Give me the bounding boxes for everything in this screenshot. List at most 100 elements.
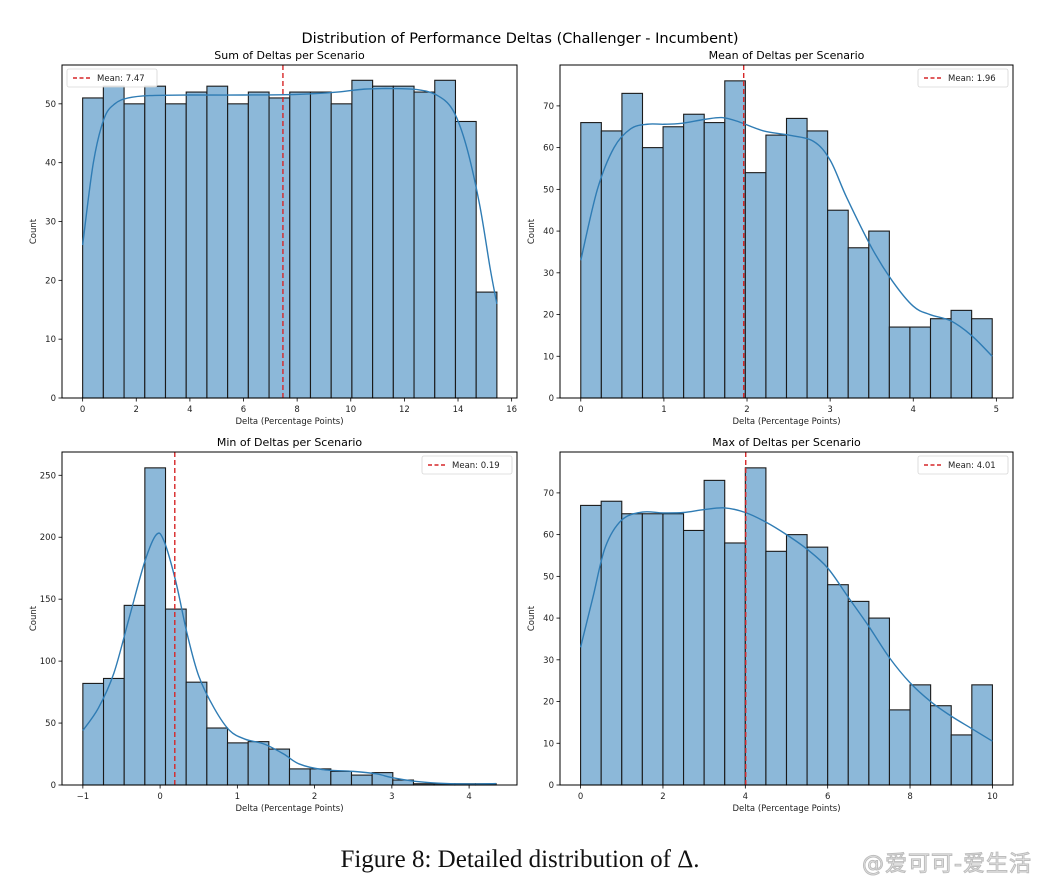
histogram-bar bbox=[247, 91, 270, 399]
y-tick-label: 20 bbox=[543, 698, 554, 708]
legend-box bbox=[917, 455, 1009, 475]
y-tick-label: 100 bbox=[40, 657, 56, 667]
x-tick-label: 4 bbox=[743, 792, 748, 802]
histogram-bar bbox=[641, 513, 664, 786]
histogram-bar bbox=[785, 534, 808, 786]
histogram-bar bbox=[744, 172, 767, 399]
x-axis-label: Delta (Percentage Points) bbox=[235, 417, 343, 427]
x-tick-label: 10 bbox=[987, 792, 998, 802]
kde-curve bbox=[82, 532, 497, 785]
histogram-bar bbox=[600, 130, 623, 399]
histogram-bar bbox=[309, 91, 332, 399]
subplot-title: Sum of Deltas per Scenario bbox=[214, 49, 365, 62]
x-tick-label: 14 bbox=[453, 405, 464, 415]
x-tick-label: 2 bbox=[744, 405, 749, 415]
histogram-bar bbox=[971, 318, 993, 399]
subplot-4: Max of Deltas per Scenario 0 2 4 6 8 10 0 10 20 30… bbox=[527, 436, 1014, 814]
y-tick-label: 50 bbox=[45, 719, 56, 729]
histogram-bar bbox=[724, 542, 746, 786]
y-tick-label: 40 bbox=[543, 614, 554, 624]
legend-box bbox=[66, 68, 158, 88]
histogram-bars bbox=[82, 467, 497, 786]
figure-suptitle: Distribution of Performance Deltas (Chal… bbox=[301, 31, 738, 47]
x-axis-label: Delta (Percentage Points) bbox=[235, 804, 343, 814]
histogram-bar bbox=[372, 85, 394, 399]
axes-frame bbox=[61, 64, 518, 399]
histogram-bars bbox=[580, 467, 993, 786]
legend-box bbox=[917, 68, 1009, 88]
histogram-bar bbox=[185, 681, 208, 786]
histogram-bar bbox=[888, 326, 911, 399]
y-tick-label: 150 bbox=[40, 595, 56, 605]
histogram-bars bbox=[82, 79, 498, 399]
histogram-bar bbox=[580, 504, 602, 786]
y-tick-label: 70 bbox=[543, 102, 554, 112]
kde-curve bbox=[579, 507, 993, 742]
subplot-title: Mean of Deltas per Scenario bbox=[709, 49, 865, 62]
watermark: @爱可可-爱生活 bbox=[862, 852, 1032, 878]
legend: Mean: 7.47 bbox=[66, 68, 158, 88]
kde-curve bbox=[81, 87, 498, 304]
x-tick-label: 1 bbox=[661, 405, 666, 415]
histogram-bar bbox=[703, 122, 726, 399]
histogram-bar bbox=[703, 479, 726, 786]
histogram-bar bbox=[247, 741, 270, 786]
x-tick-label: 6 bbox=[825, 792, 830, 802]
histogram-bar bbox=[351, 79, 374, 399]
x-tick-label: 1 bbox=[235, 792, 240, 802]
histogram-bar bbox=[102, 677, 125, 786]
y-tick-label: 50 bbox=[45, 100, 56, 110]
histogram-bar bbox=[621, 92, 644, 399]
subplot-1: Sum of Deltas per Scenario 0 2 4 6 8 10 12 14 16 0… bbox=[29, 49, 518, 427]
axes-frame bbox=[61, 451, 518, 786]
y-tick-label: 250 bbox=[40, 471, 56, 481]
histogram-bar bbox=[454, 120, 477, 399]
y-tick-label: 10 bbox=[543, 352, 554, 362]
x-tick-label: 6 bbox=[241, 405, 246, 415]
y-tick-label: 30 bbox=[543, 656, 554, 666]
y-tick-label: 0 bbox=[549, 394, 554, 404]
histogram-bar bbox=[662, 513, 685, 786]
histogram-bar bbox=[765, 134, 788, 399]
axes-frame bbox=[559, 451, 1014, 786]
y-tick-label: 60 bbox=[543, 144, 554, 154]
x-tick-label: 0 bbox=[80, 405, 85, 415]
y-tick-label: 60 bbox=[543, 531, 554, 541]
histogram-bar bbox=[724, 80, 746, 399]
x-tick-label: 2 bbox=[660, 792, 665, 802]
y-tick-label: 40 bbox=[543, 227, 554, 237]
histogram-bar bbox=[123, 604, 146, 786]
x-tick-label: 0 bbox=[578, 405, 583, 415]
histogram-bar bbox=[827, 209, 849, 399]
axes-frame bbox=[559, 64, 1014, 399]
histogram-bar bbox=[206, 727, 229, 786]
x-tick-label: 4 bbox=[466, 792, 471, 802]
histogram-bar bbox=[909, 326, 932, 399]
x-tick-label: 10 bbox=[345, 405, 356, 415]
histogram-bar bbox=[330, 103, 353, 399]
histogram-bar bbox=[226, 742, 249, 786]
y-tick-label: 50 bbox=[543, 572, 554, 582]
x-tick-label: 12 bbox=[399, 405, 410, 415]
histogram-bar bbox=[82, 97, 104, 399]
legend-label: Mean: 1.96 bbox=[948, 74, 996, 84]
y-tick-label: 10 bbox=[543, 739, 554, 749]
histogram-bar bbox=[268, 97, 291, 399]
histogram-bar bbox=[392, 85, 415, 399]
y-axis-label: Count bbox=[29, 218, 39, 244]
histogram-bar bbox=[288, 768, 311, 786]
histogram-bar bbox=[309, 768, 332, 786]
kde-curve bbox=[580, 116, 993, 357]
histogram-bar bbox=[683, 113, 705, 399]
histogram-bar bbox=[744, 467, 767, 786]
y-tick-label: 20 bbox=[543, 311, 554, 321]
y-tick-label: 0 bbox=[51, 781, 56, 791]
y-axis-label: Count bbox=[527, 605, 537, 631]
histogram-bar bbox=[847, 247, 870, 399]
legend-label: Mean: 4.01 bbox=[948, 461, 996, 471]
y-tick-label: 30 bbox=[45, 217, 56, 227]
y-tick-label: 40 bbox=[45, 159, 56, 169]
x-tick-label: 3 bbox=[389, 792, 394, 802]
x-tick-label: 4 bbox=[187, 405, 192, 415]
